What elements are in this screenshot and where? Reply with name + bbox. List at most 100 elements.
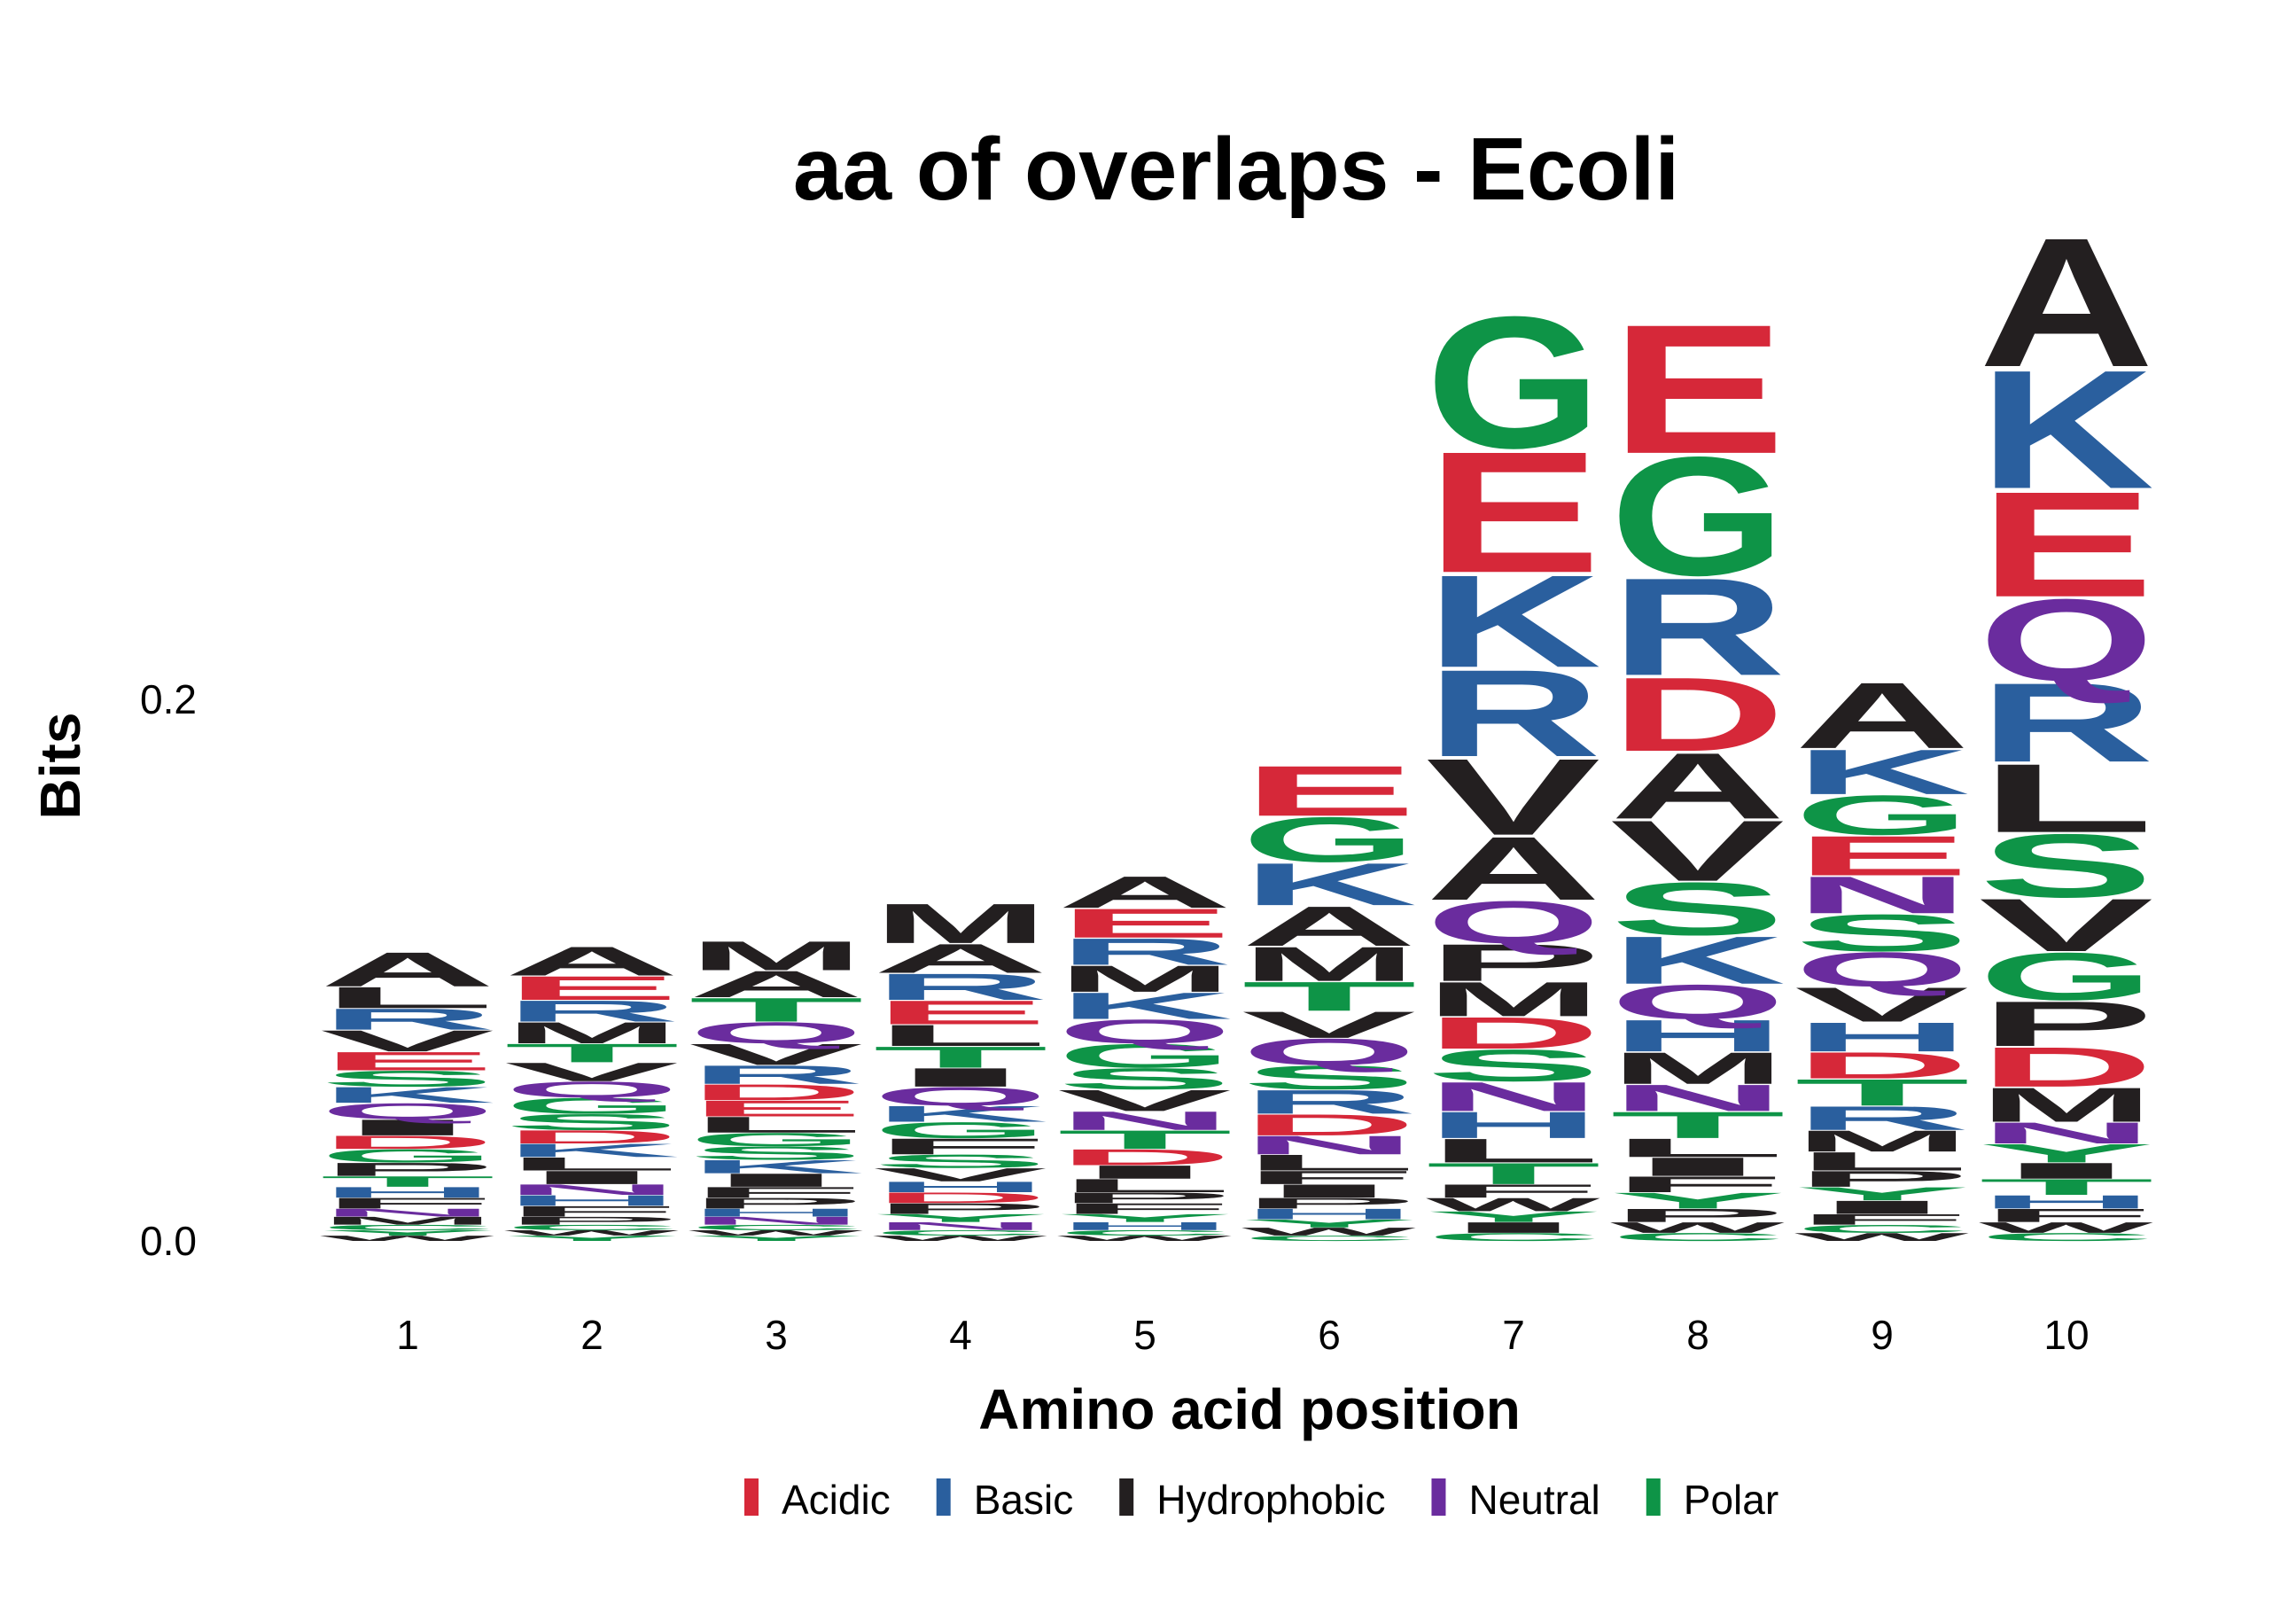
logo-letter-Y: Y — [1057, 1212, 1233, 1224]
logo-letter-T: T — [320, 1174, 495, 1190]
logo-letter-A: A — [504, 938, 680, 984]
logo-letter-I: I — [1794, 1197, 1970, 1218]
logo-letter-P: P — [1979, 988, 2154, 1060]
logo-letter-L: L — [320, 980, 495, 1014]
logo-letter-D: D — [1794, 1044, 1970, 1087]
logo-letter-D: D — [689, 1080, 864, 1104]
logo-letter-P: P — [1610, 1205, 1786, 1226]
logo-letter-F: F — [1794, 1211, 1970, 1228]
legend-label: Polar — [1684, 1477, 1778, 1523]
logo-letter-F: F — [1241, 1167, 1417, 1189]
logo-letter-P: P — [1794, 1166, 1970, 1192]
logo-letter-I: I — [1057, 1162, 1233, 1183]
logo-letter-M: M — [689, 932, 864, 979]
logo-letter-S: S — [1794, 903, 1970, 962]
logo-letter-S: S — [689, 1143, 864, 1164]
logo-letter-Q: Q — [1794, 942, 1970, 997]
logo-letter-V: V — [504, 1057, 679, 1087]
logo-letter-C: C — [1794, 1222, 1970, 1235]
logo-letter-E: E — [689, 1096, 864, 1121]
logo-letter-T: T — [689, 991, 864, 1029]
logo-letter-F: F — [689, 1184, 864, 1201]
logo-letter-K: K — [1057, 985, 1233, 1027]
logo-letter-S: S — [1426, 1041, 1601, 1091]
logo-letter-G: G — [1426, 277, 1601, 488]
logo-letter-R: R — [1057, 931, 1233, 973]
logo-letter-E: E — [1241, 752, 1417, 831]
logo-letter-K: K — [504, 1140, 680, 1161]
logo-letter-R: R — [689, 1060, 864, 1089]
logo-letter-W: W — [320, 1234, 495, 1242]
logo-letter-F: F — [1057, 1200, 1233, 1217]
logo-letter-H: H — [1979, 1191, 2154, 1213]
logo-letter-T: T — [1610, 1104, 1786, 1146]
logo-letter-V: V — [320, 1024, 494, 1057]
logo-letter-V: V — [1426, 736, 1600, 858]
logo-letter-C: C — [689, 1223, 864, 1231]
logo-letter-G: G — [504, 1093, 680, 1118]
logo-letter-R: R — [1979, 660, 2154, 786]
y-axis-ticks: 0.0 0.2 — [140, 676, 197, 1264]
logo-letter-A: A — [873, 935, 1048, 981]
logo-letter-S: S — [504, 1110, 680, 1135]
logo-letter-V: V — [1057, 1084, 1232, 1118]
y-axis-label: Bits — [28, 713, 92, 820]
logo-letter-K: K — [320, 1082, 495, 1107]
logo-letter-D: D — [1241, 1108, 1417, 1142]
legend-swatch-basic — [936, 1478, 951, 1516]
x-tick-label: 7 — [1502, 1312, 1525, 1358]
logo-letter-F: F — [873, 1134, 1048, 1158]
logo-letter-R: R — [873, 966, 1048, 1009]
logo-letter-C: C — [504, 1223, 680, 1231]
x-tick-label: 2 — [580, 1312, 603, 1358]
logo-letter-W: W — [504, 1228, 680, 1236]
logo-letter-M: M — [873, 892, 1048, 955]
logo-letter-N: N — [1979, 1116, 2154, 1150]
logo-letter-A: A — [1426, 818, 1601, 919]
logo-letter-Y: Y — [873, 1212, 1048, 1224]
logo-letter-Y: Y — [1241, 1217, 1417, 1229]
logo-letter-F: F — [1610, 1172, 1786, 1197]
logo-letter-G: G — [1610, 421, 1786, 611]
logo-letter-G: G — [320, 1145, 495, 1166]
logo-letter-H: H — [873, 1179, 1048, 1196]
logo-letter-Y: Y — [320, 1228, 495, 1236]
logo-letter-V: V — [689, 1038, 863, 1072]
logo-letter-N: N — [1426, 1073, 1601, 1119]
legend-label: Acidic — [782, 1477, 891, 1523]
logo-letter-K: K — [1426, 547, 1601, 694]
logo-letter-E: E — [1979, 461, 2154, 629]
logo-letter-N: N — [1794, 866, 1970, 924]
logo-letter-Q: Q — [1979, 575, 2154, 706]
x-tick-label: 8 — [1686, 1312, 1709, 1358]
logo-letter-M: M — [1241, 937, 1417, 992]
x-tick-label: 9 — [1871, 1312, 1894, 1358]
logo-letter-D: D — [873, 1190, 1048, 1206]
logo-letter-N: N — [689, 1214, 864, 1227]
legend-label: Basic — [974, 1477, 1073, 1523]
logo-letter-S: S — [873, 1150, 1048, 1172]
logo-letter-Y: Y — [1794, 1183, 1970, 1205]
logo-letter-D: D — [1979, 1036, 2154, 1099]
logo-letter-N: N — [320, 1206, 495, 1219]
logo-letter-P: P — [1241, 1195, 1417, 1212]
logo-letter-V: V — [1979, 884, 2153, 968]
logo-letter-M: M — [1057, 958, 1233, 1000]
logo-letter-K: K — [1241, 851, 1417, 918]
logo-letter-M: M — [1610, 1043, 1786, 1094]
logo-letter-E: E — [1610, 286, 1786, 492]
logo-letter-P: P — [1426, 933, 1601, 992]
logo-letter-A: A — [1794, 663, 1970, 768]
logo-letter-H: H — [320, 1184, 495, 1201]
logo-letter-W: W — [1241, 1225, 1417, 1237]
logo-letter-W: W — [1610, 1220, 1785, 1236]
logo-letter-Q: Q — [504, 1077, 680, 1102]
logo-letter-R: R — [1241, 1083, 1417, 1121]
